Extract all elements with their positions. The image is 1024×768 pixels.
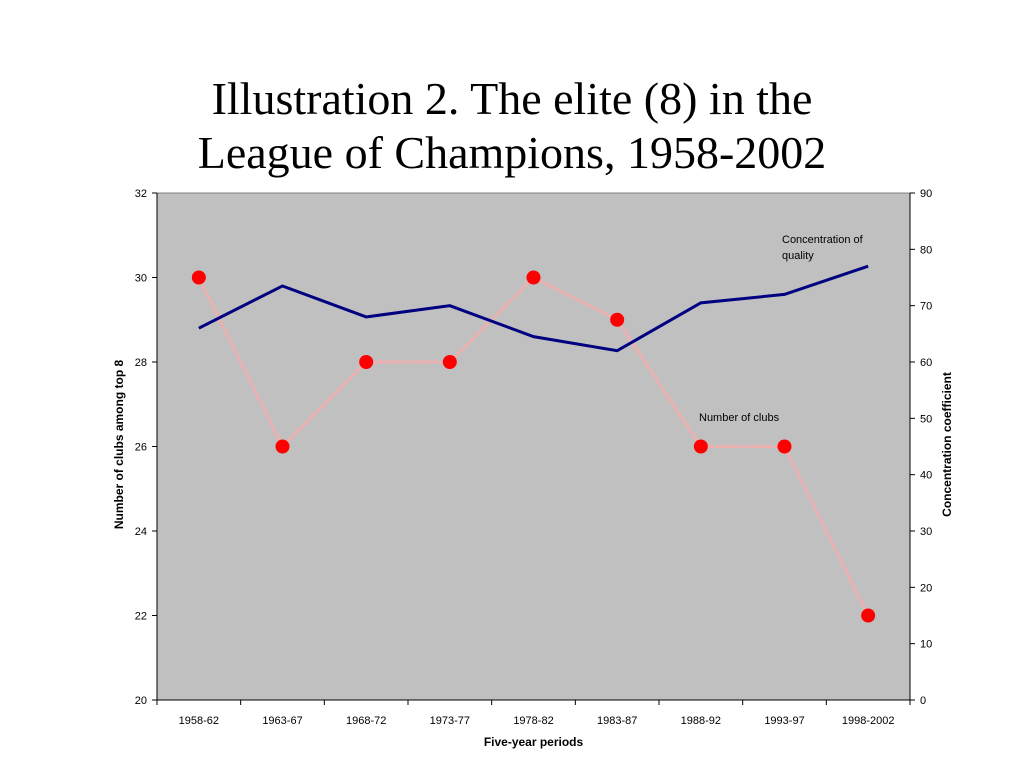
chart-marks (191, 264, 876, 623)
x-tick-label: 1978-82 (513, 715, 553, 727)
plot-area (156, 192, 911, 701)
axes (152, 192, 915, 705)
y-left-tick-label: 32 (135, 188, 147, 200)
x-axis-title: Five-year periods (484, 735, 584, 749)
y-right-tick-label: 10 (920, 639, 932, 651)
chart-labels: 20 22 24 26 28 30 32 0 10 20 30 40 50 60 70 80 90 1958-62… (112, 188, 954, 749)
x-tick-label: 1958-62 (179, 715, 219, 727)
y-left-tick-label: 26 (135, 442, 147, 454)
data-point-number-of-clubs (442, 355, 457, 369)
x-tick-label: 1983-87 (597, 715, 637, 727)
data-point-number-of-clubs (777, 439, 792, 454)
x-tick-label: 1998-2002 (842, 715, 895, 727)
y-right-tick-label: 0 (920, 695, 926, 707)
y-right-tick-label: 70 (920, 301, 932, 313)
title-line-2: League of Champions, 1958-2002 (197, 127, 827, 178)
annotation-concentration-line-2: quality (782, 250, 814, 262)
y-axis-right-title: Concentration coefficient (940, 372, 954, 517)
y-axis-left-title: Number of clubs among top 8 (112, 360, 126, 530)
x-tick-label: 1988-92 (681, 715, 721, 727)
y-right-tick-label: 40 (920, 470, 932, 482)
y-right-tick-label: 30 (920, 526, 932, 538)
x-tick-label: 1963-67 (262, 715, 302, 727)
title-line-1: Illustration 2. The elite (8) in the (211, 73, 813, 124)
data-point-number-of-clubs (610, 312, 625, 327)
y-left-tick-label: 20 (135, 695, 147, 707)
data-point-number-of-clubs (693, 439, 708, 454)
data-point-number-of-clubs (861, 608, 876, 623)
annotation-number-of-clubs: Number of clubs (699, 412, 780, 424)
series-line-concentration-of-quality (198, 264, 869, 353)
y-left-tick-label: 30 (135, 273, 147, 285)
data-point-number-of-clubs (359, 355, 374, 369)
x-tick-label: 1993-97 (764, 715, 804, 727)
data-point-number-of-clubs (526, 270, 541, 285)
y-left-tick-label: 24 (135, 526, 147, 538)
data-point-number-of-clubs (191, 270, 206, 285)
annotation-concentration-line-1: Concentration of (782, 234, 864, 246)
y-right-tick-label: 20 (920, 582, 932, 594)
data-point-number-of-clubs (275, 439, 290, 454)
y-right-tick-label: 50 (920, 413, 932, 425)
y-right-tick-label: 60 (920, 357, 932, 369)
y-left-tick-label: 28 (135, 357, 147, 369)
y-right-tick-label: 90 (920, 188, 932, 200)
slide-title: Illustration 2. The elite (8) in the Lea… (0, 72, 1024, 180)
x-tick-label: 1968-72 (346, 715, 386, 727)
y-right-tick-label: 80 (920, 244, 932, 256)
y-left-tick-label: 22 (135, 611, 147, 623)
x-tick-label: 1973-77 (430, 715, 470, 727)
